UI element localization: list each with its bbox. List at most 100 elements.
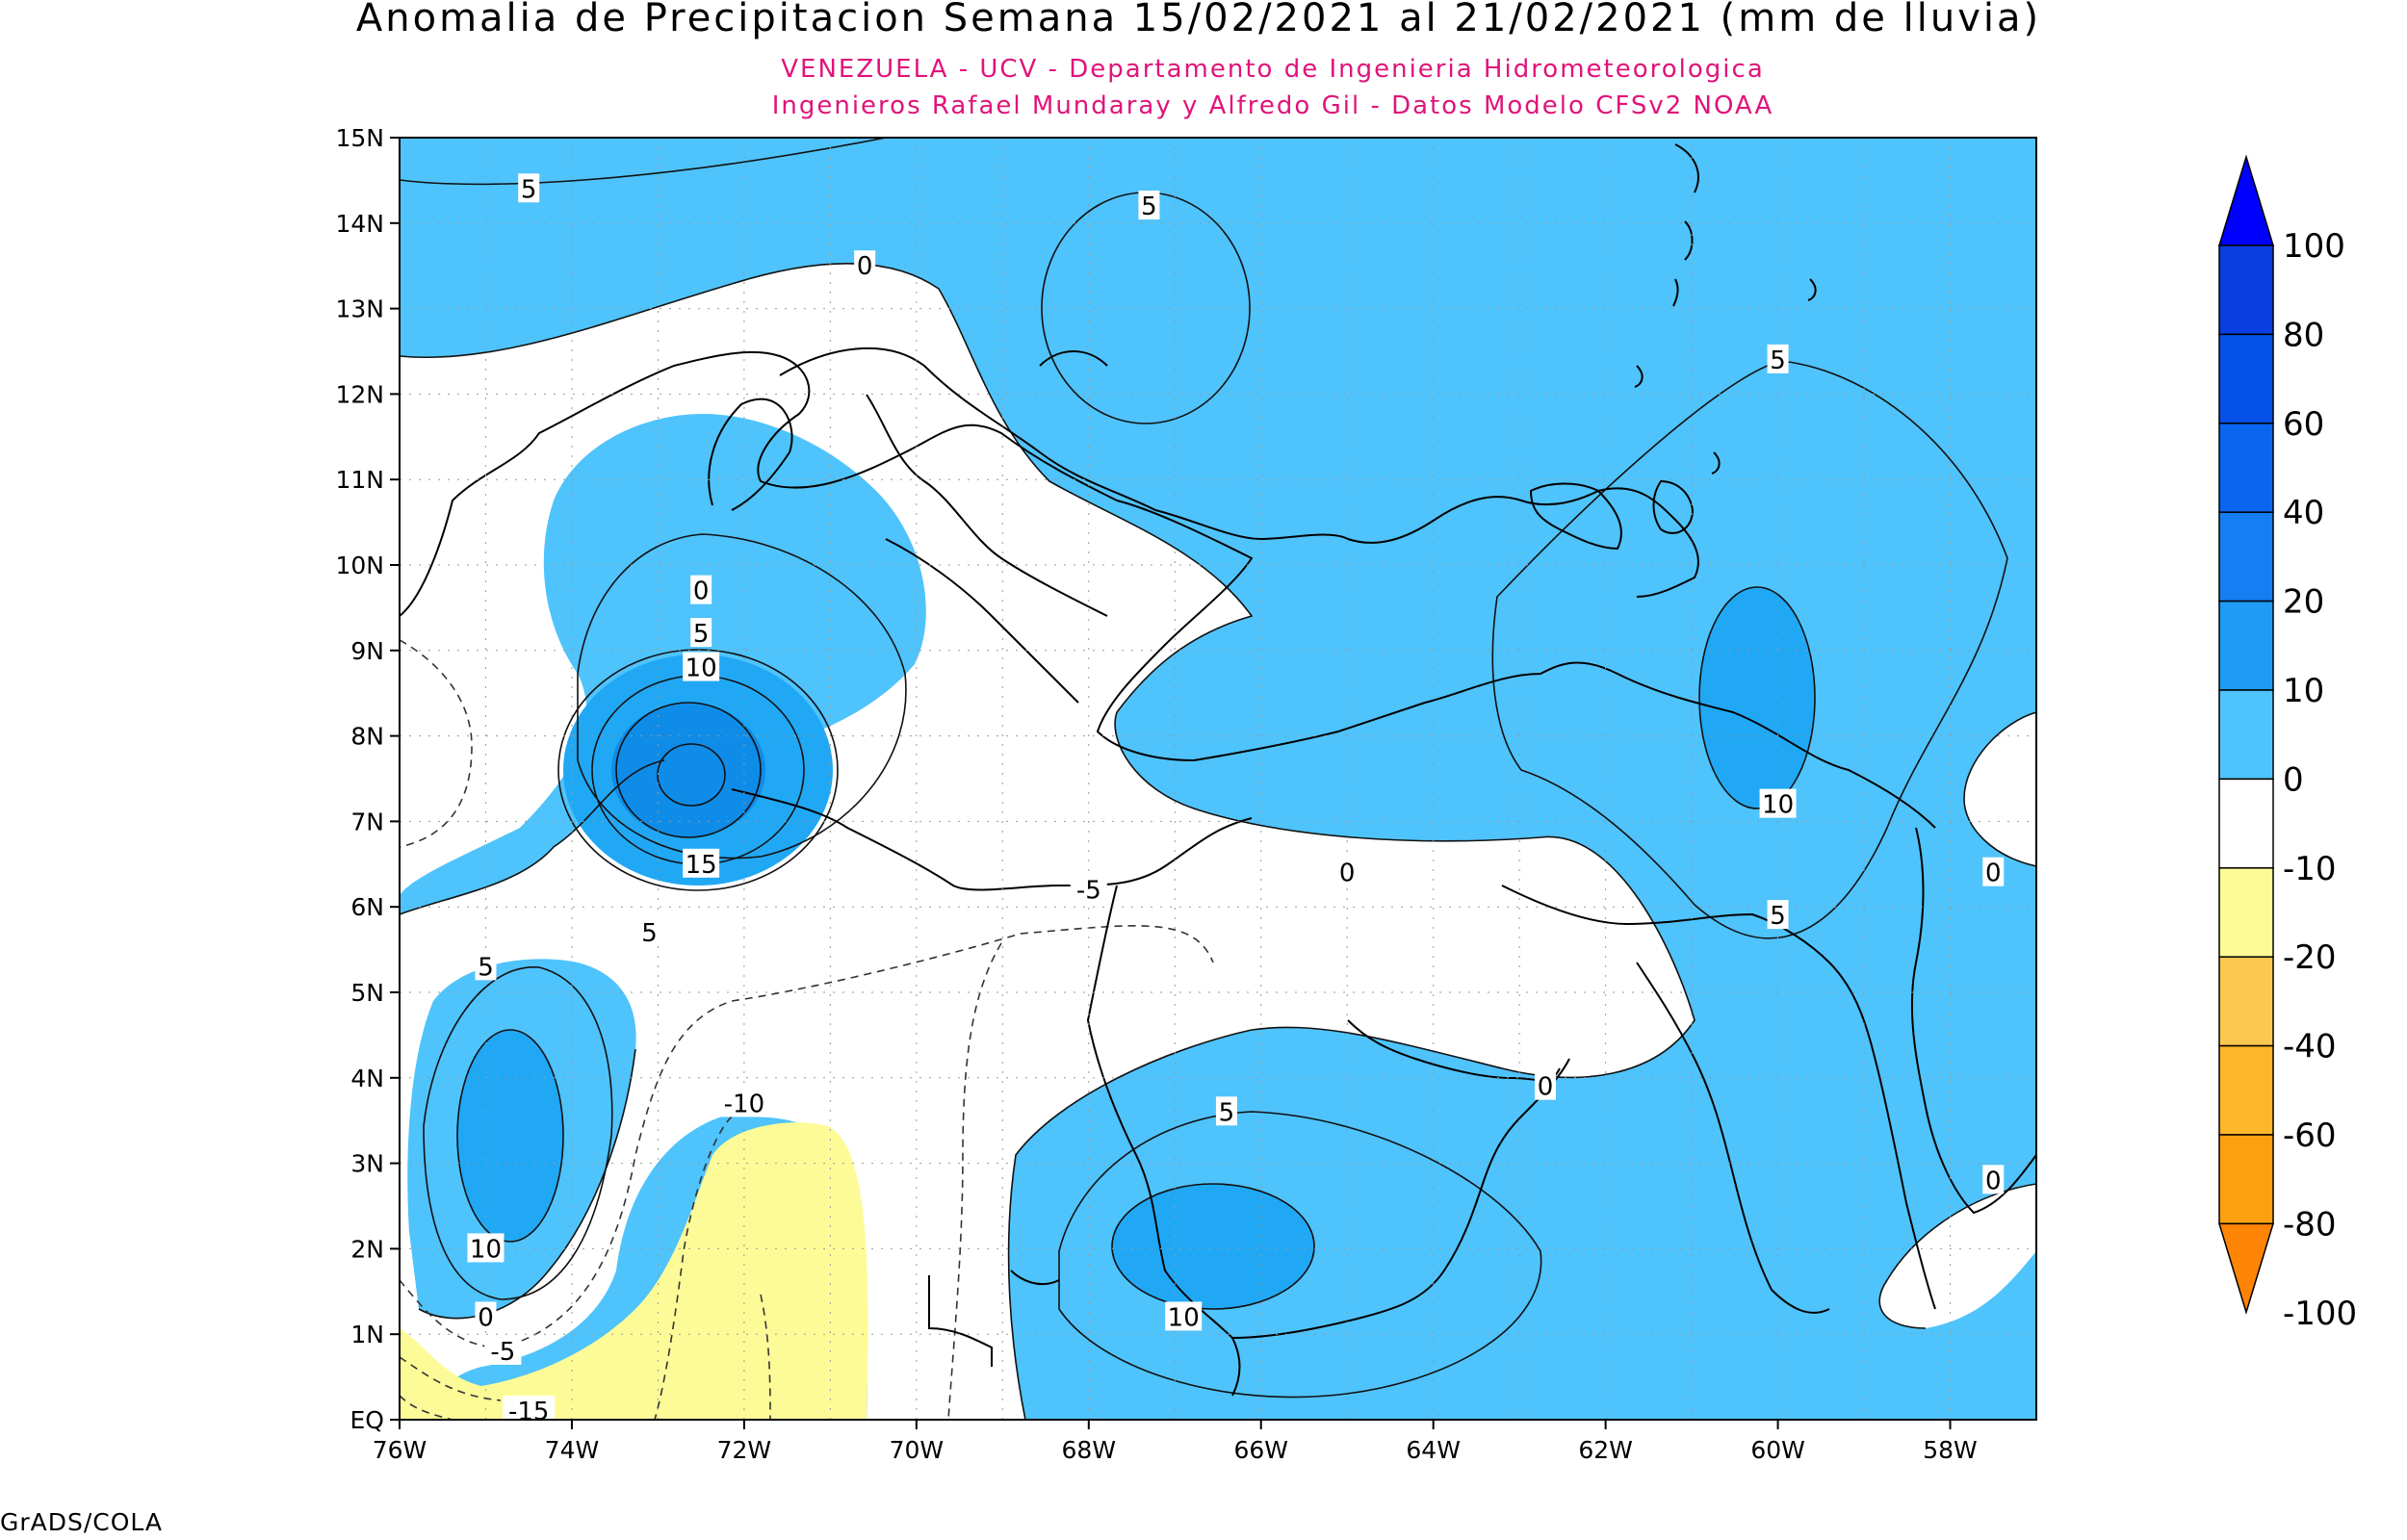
colorbar-label: 40 — [2283, 494, 2324, 532]
contour-label-bg — [854, 250, 876, 280]
core-15-colombia — [611, 703, 765, 837]
colorbar-segment — [2218, 956, 2274, 1047]
colorbar-label: 10 — [2283, 672, 2324, 710]
core-10-orinoco — [1112, 1184, 1314, 1309]
neutral-region-east — [1964, 712, 2036, 866]
lat-tick-label: 14N — [335, 210, 384, 238]
contour-label-bg — [1535, 1070, 1556, 1100]
lon-tick-label: 72W — [717, 1436, 772, 1464]
contour-label-bg — [1982, 857, 2005, 886]
contour-label: 0 — [1985, 860, 2002, 888]
neutral-region-southeast — [1879, 1184, 2036, 1328]
contour-label: 0 — [1538, 1073, 1554, 1102]
contour-label: 5 — [521, 175, 537, 204]
lat-tick-label: 1N — [350, 1321, 384, 1348]
lat-tick-label: 11N — [335, 466, 384, 494]
map-panel: 5 0 5 5 0 5 10 15 5 5 10 0 -5 -15 -10 -5 0 10 5 0 5 10 0 0 — [400, 138, 2036, 1426]
negative-anomaly-field — [400, 1122, 868, 1420]
contour-label-bg — [475, 1301, 497, 1331]
contour-label: 0 — [1339, 860, 1356, 888]
contour-label-bg — [1215, 1096, 1237, 1126]
map-axes: 76W 74W 72W 70W 68W 66W 64W 62W 60W 58W EQ 1N 2N 3N 4N… — [335, 124, 1977, 1464]
contour-label-bg — [683, 848, 720, 878]
contour-label: -10 — [724, 1090, 764, 1118]
figure-subtitle-2: Ingenieros Rafael Mundaray y Alfredo Gil… — [772, 91, 1774, 120]
colorbar-label: -10 — [2283, 850, 2337, 888]
colorbar-segment — [2218, 867, 2274, 958]
contour-label: 5 — [693, 620, 710, 649]
contour-label-bg — [683, 652, 720, 681]
lat-tick-label: 13N — [335, 295, 384, 323]
lat-tick-label: 2N — [350, 1235, 384, 1263]
contour-label: -15 — [508, 1398, 549, 1426]
lat-tick-label: 15N — [335, 124, 384, 152]
core-10-south — [457, 1030, 563, 1242]
contour-label: 10 — [470, 1235, 502, 1264]
figure-title: Anomalia de Precipitacion Semana 15/02/2… — [356, 0, 2041, 40]
contour-label-bg — [518, 173, 540, 203]
contour-label: 0 — [693, 578, 710, 606]
contour-label-bg — [690, 575, 712, 604]
contour-label-bg — [1336, 857, 1359, 886]
contour-label: 10 — [686, 654, 717, 683]
contour-label-bg — [690, 618, 712, 648]
colorbar-bottom-arrow — [2217, 1222, 2275, 1315]
core-10-guayana — [1699, 587, 1815, 808]
lat-tick-label: 9N — [350, 637, 384, 665]
contour-label: 5 — [1770, 902, 1786, 931]
lon-tick-label: 64W — [1406, 1436, 1461, 1464]
contour-label: 5 — [1770, 346, 1786, 375]
coastlines-borders — [400, 143, 2036, 1397]
contour-label-bg — [1759, 788, 1797, 818]
footer-credit: GrADS/COLA — [0, 1508, 163, 1536]
lat-tick-label: 5N — [350, 979, 384, 1007]
lon-tick-label: 60W — [1750, 1436, 1805, 1464]
lat-tick-label: 8N — [350, 723, 384, 751]
contour-label-bg — [1165, 1301, 1203, 1331]
colorbar-label: 60 — [2283, 405, 2324, 444]
colorbar-segment — [2218, 423, 2274, 513]
colorbar-label: 100 — [2283, 227, 2345, 266]
contour-label: 5 — [1219, 1098, 1235, 1127]
contour-label-bg — [1982, 1165, 2005, 1194]
lat-tick-label: 12N — [335, 380, 384, 408]
contour-label-bg — [1767, 900, 1789, 930]
contour-label: 0 — [1985, 1167, 2002, 1195]
lon-tick-label: 58W — [1923, 1436, 1978, 1464]
zero-contours — [400, 263, 2036, 1420]
colorbar-segment — [2218, 1044, 2274, 1136]
contour-label-bg — [638, 916, 660, 946]
lat-tick-label: 10N — [335, 552, 384, 579]
figure-subtitle-1: VENEZUELA - UCV - Departamento de Ingeni… — [781, 55, 1765, 84]
colorbar-segment — [2218, 1134, 2274, 1225]
colorbar-segment — [2218, 511, 2274, 603]
lon-tick-label: 74W — [545, 1436, 600, 1464]
lat-tick-label: EQ — [350, 1406, 384, 1434]
colorbar-segment — [2218, 244, 2274, 336]
contour-label: 10 — [1168, 1303, 1200, 1332]
lon-tick-label: 66W — [1233, 1436, 1288, 1464]
lat-tick-label: 3N — [350, 1150, 384, 1178]
contour-label-bg — [1138, 191, 1160, 220]
colorbar-label: -20 — [2283, 938, 2337, 977]
contour-label: 5 — [641, 919, 658, 948]
contour-label: 0 — [857, 252, 873, 281]
contour-label: -5 — [1076, 876, 1101, 905]
contour-label-bg — [503, 1396, 556, 1420]
contour-label: 0 — [478, 1303, 494, 1332]
lat-tick-label: 7N — [350, 808, 384, 835]
contour-label-bg — [1767, 344, 1789, 373]
contour-label: 10 — [1762, 791, 1794, 820]
colorbar-top-arrow — [2217, 154, 2275, 246]
lon-tick-label: 62W — [1578, 1436, 1633, 1464]
colorbar-segment — [2218, 778, 2274, 869]
contour-label-bg — [475, 951, 497, 981]
contour-label: 5 — [478, 953, 494, 982]
colorbar-label: 80 — [2283, 316, 2324, 354]
lon-tick-label: 76W — [373, 1436, 427, 1464]
lon-tick-label: 70W — [890, 1436, 945, 1464]
colorbar-label: -40 — [2283, 1028, 2337, 1066]
lat-tick-label: 4N — [350, 1065, 384, 1092]
